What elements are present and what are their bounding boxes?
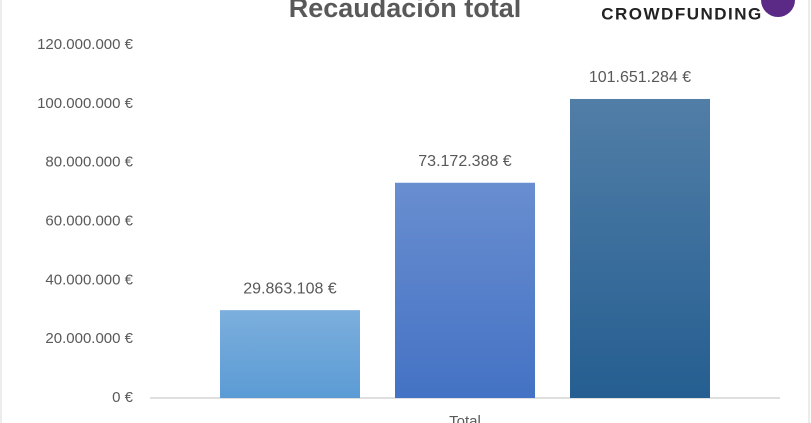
bar xyxy=(220,310,360,398)
y-tick-label: 80.000.000 € xyxy=(45,154,133,171)
x-tick-label: Total xyxy=(449,413,481,423)
bar xyxy=(570,98,710,399)
value-label: 73.172.388 € xyxy=(418,153,512,170)
y-tick-label: 100.000.000 € xyxy=(37,95,134,112)
logo-icon xyxy=(761,0,795,17)
bar xyxy=(395,182,535,398)
value-label: 101.651.284 € xyxy=(589,69,691,86)
y-tick-label: 20.000.000 € xyxy=(45,330,133,347)
y-tick-label: 0 € xyxy=(112,389,134,406)
y-tick-label: 40.000.000 € xyxy=(45,271,133,288)
y-tick-label: 120.000.000 € xyxy=(37,36,134,53)
chart-title: Recaudación total xyxy=(289,0,522,23)
y-tick-label: 60.000.000 € xyxy=(45,212,133,229)
logo-text: CROWDFUNDING xyxy=(601,4,763,23)
value-label: 29.863.108 € xyxy=(243,280,337,297)
